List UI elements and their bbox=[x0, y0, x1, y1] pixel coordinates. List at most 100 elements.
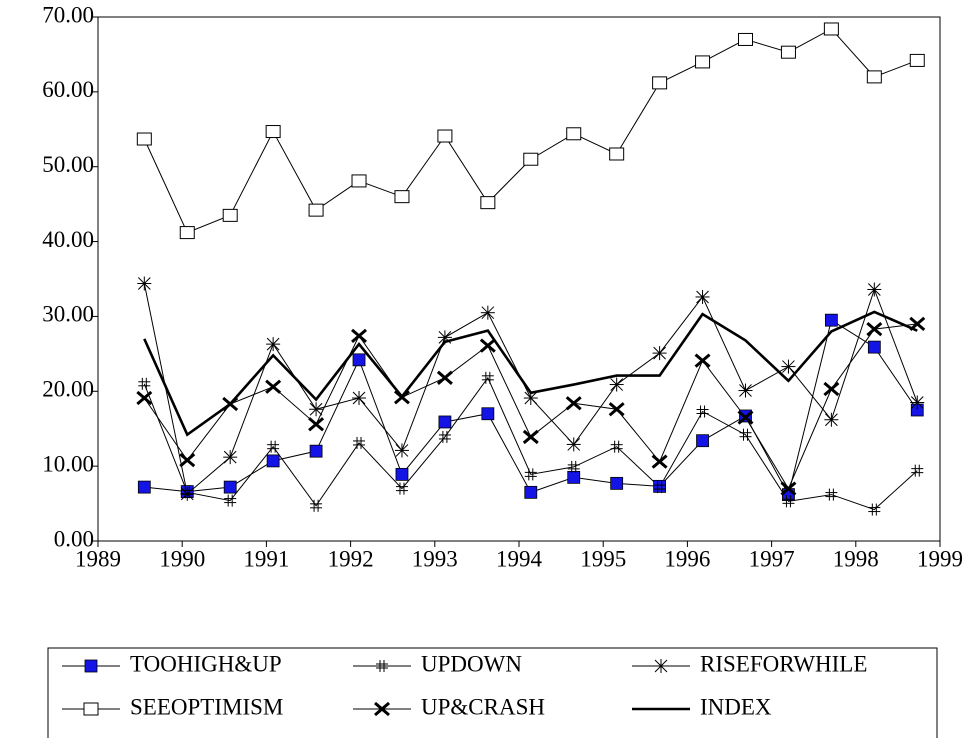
marker bbox=[137, 276, 152, 291]
marker bbox=[376, 660, 388, 672]
marker bbox=[267, 440, 280, 453]
marker-stroke bbox=[352, 391, 366, 405]
x-tick-label: 1991 bbox=[243, 546, 289, 571]
marker-stroke bbox=[780, 481, 797, 496]
marker-stroke bbox=[909, 316, 926, 332]
marker bbox=[222, 208, 238, 222]
marker-box bbox=[653, 479, 667, 493]
marker-stroke bbox=[222, 396, 239, 412]
marker-stroke bbox=[180, 487, 194, 501]
marker bbox=[438, 415, 452, 429]
marker-stroke bbox=[266, 337, 280, 351]
marker-box bbox=[567, 470, 581, 484]
marker bbox=[308, 203, 324, 217]
marker-box bbox=[222, 208, 238, 222]
y-tick-label: 40.00 bbox=[42, 227, 94, 252]
x-tick-label: 1995 bbox=[580, 546, 626, 571]
marker bbox=[652, 76, 668, 90]
marker-stroke bbox=[651, 454, 668, 469]
marker bbox=[782, 495, 795, 508]
marker-box bbox=[309, 444, 323, 458]
legend-label: RISEFORWHILE bbox=[700, 651, 867, 676]
marker bbox=[824, 313, 838, 327]
marker-stroke bbox=[438, 331, 452, 344]
marker-stroke bbox=[481, 306, 495, 320]
marker bbox=[523, 391, 538, 406]
marker-stroke bbox=[737, 410, 754, 425]
marker bbox=[266, 454, 280, 468]
marker-box bbox=[352, 353, 366, 367]
marker bbox=[308, 417, 325, 432]
marker-stroke bbox=[436, 370, 453, 385]
marker bbox=[437, 129, 453, 143]
marker bbox=[136, 390, 153, 406]
marker-stroke bbox=[565, 396, 582, 411]
x-tick-label: 1998 bbox=[833, 546, 879, 571]
marker-stroke bbox=[136, 390, 153, 406]
marker bbox=[823, 381, 840, 397]
marker bbox=[265, 125, 281, 139]
marker bbox=[351, 174, 367, 188]
marker bbox=[824, 412, 839, 427]
legend-label: UP&CRASH bbox=[421, 694, 545, 719]
x-tick-label: 1989 bbox=[75, 546, 121, 571]
marker-box bbox=[438, 415, 452, 429]
marker-box bbox=[266, 454, 280, 468]
series-line bbox=[143, 376, 918, 511]
marker bbox=[737, 32, 753, 46]
marker bbox=[610, 476, 624, 490]
marker bbox=[909, 316, 926, 332]
marker bbox=[780, 45, 796, 59]
marker bbox=[309, 444, 323, 458]
marker-stroke bbox=[610, 378, 624, 391]
marker-stroke bbox=[867, 283, 881, 296]
marker bbox=[654, 659, 668, 673]
legend-label: SEEOPTIMISM bbox=[130, 694, 283, 719]
marker-stroke bbox=[395, 444, 409, 457]
marker-box bbox=[524, 485, 538, 499]
marker bbox=[868, 503, 881, 516]
marker-box bbox=[308, 203, 324, 217]
marker-box bbox=[610, 476, 624, 490]
y-tick-label: 60.00 bbox=[42, 77, 94, 102]
marker-box bbox=[437, 129, 453, 143]
legend-label: TOOHIGH&UP bbox=[130, 651, 282, 676]
marker-box bbox=[737, 32, 753, 46]
marker bbox=[610, 440, 623, 453]
marker-stroke bbox=[479, 338, 496, 353]
marker bbox=[179, 453, 196, 468]
marker bbox=[524, 468, 537, 481]
marker-box bbox=[652, 76, 668, 90]
marker bbox=[436, 370, 453, 385]
marker-stroke bbox=[694, 353, 711, 368]
x-tick-label: 1997 bbox=[749, 546, 795, 571]
marker bbox=[567, 460, 580, 473]
y-tick-label: 10.00 bbox=[42, 451, 94, 476]
marker-stroke bbox=[823, 381, 840, 397]
marker bbox=[651, 454, 668, 469]
marker bbox=[867, 282, 882, 297]
marker-stroke bbox=[654, 659, 668, 673]
marker-stroke bbox=[866, 322, 883, 337]
marker bbox=[266, 337, 281, 352]
marker-box bbox=[780, 45, 796, 59]
marker-box bbox=[866, 70, 882, 84]
x-tick-label: 1993 bbox=[412, 546, 458, 571]
marker-box bbox=[609, 147, 625, 161]
x-tick-label: 1999 bbox=[917, 546, 963, 571]
marker-box bbox=[480, 196, 496, 210]
legend-label: UPDOWN bbox=[421, 651, 522, 676]
marker-stroke bbox=[653, 346, 666, 360]
marker bbox=[781, 359, 796, 374]
marker bbox=[395, 467, 409, 481]
marker bbox=[223, 450, 238, 465]
marker bbox=[566, 127, 582, 141]
x-tick-label: 1990 bbox=[159, 546, 205, 571]
marker bbox=[480, 196, 496, 210]
marker-stroke bbox=[522, 429, 539, 445]
marker-stroke bbox=[825, 413, 838, 427]
marker-stroke bbox=[608, 402, 625, 417]
marker bbox=[480, 305, 495, 320]
